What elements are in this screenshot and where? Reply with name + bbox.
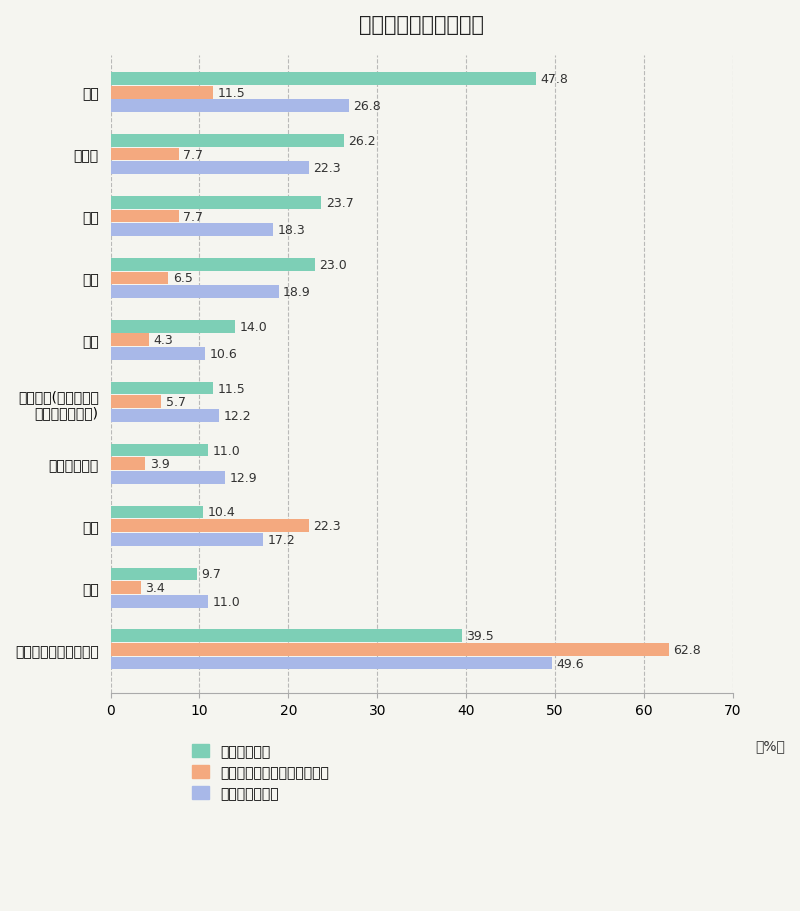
Text: 11.0: 11.0 (213, 595, 241, 608)
Bar (110, 445, 208, 457)
Text: 62.8: 62.8 (674, 643, 701, 656)
Text: 7.7: 7.7 (183, 210, 203, 223)
Bar (110, 630, 462, 642)
Text: 18.3: 18.3 (278, 224, 306, 237)
Legend: 以前から測定, コロナ対策をきっかけに測定, 今後測定したい: 以前から測定, コロナ対策をきっかけに測定, 今後測定したい (192, 744, 329, 801)
Bar (110, 73, 535, 86)
Bar (110, 135, 343, 148)
Text: 14.0: 14.0 (239, 321, 267, 333)
Bar (110, 396, 162, 409)
Bar (110, 259, 315, 271)
Bar (110, 148, 179, 161)
Text: 11.0: 11.0 (213, 444, 241, 457)
Text: 10.4: 10.4 (207, 506, 235, 519)
Text: 26.8: 26.8 (354, 100, 381, 113)
Text: 26.2: 26.2 (348, 135, 375, 148)
Bar (110, 286, 278, 299)
Text: 5.7: 5.7 (166, 396, 186, 409)
Text: 23.0: 23.0 (319, 259, 347, 271)
Text: 6.5: 6.5 (173, 272, 193, 285)
Bar (110, 458, 146, 470)
Bar (110, 533, 263, 546)
Bar (110, 643, 669, 656)
Text: 18.9: 18.9 (283, 286, 311, 299)
Bar (110, 87, 213, 99)
Text: 39.5: 39.5 (466, 630, 494, 642)
Text: 12.2: 12.2 (223, 409, 251, 423)
Bar (110, 410, 219, 423)
Text: 7.7: 7.7 (183, 148, 203, 161)
Text: 3.4: 3.4 (146, 581, 165, 594)
Bar (110, 100, 349, 113)
Text: 9.7: 9.7 (202, 568, 221, 581)
Bar (110, 568, 197, 580)
Bar (110, 334, 149, 347)
Bar (110, 210, 179, 223)
Text: 11.5: 11.5 (218, 383, 245, 395)
Bar (110, 162, 309, 175)
Bar (110, 519, 309, 532)
Text: 4.3: 4.3 (154, 334, 173, 347)
Text: （%）: （%） (755, 739, 785, 752)
Bar (110, 383, 213, 395)
Text: 22.3: 22.3 (314, 519, 341, 533)
Title: 健康関連データの測定: 健康関連データの測定 (359, 15, 484, 35)
Bar (110, 272, 168, 285)
Text: 47.8: 47.8 (540, 73, 568, 86)
Bar (110, 581, 141, 594)
Text: 12.9: 12.9 (230, 471, 258, 485)
Text: 11.5: 11.5 (218, 87, 245, 99)
Text: 49.6: 49.6 (556, 657, 584, 670)
Bar (110, 595, 208, 608)
Text: 17.2: 17.2 (268, 533, 296, 546)
Bar (110, 472, 226, 484)
Bar (110, 197, 322, 210)
Text: 10.6: 10.6 (210, 348, 237, 361)
Bar (110, 657, 551, 670)
Text: 22.3: 22.3 (314, 162, 341, 175)
Bar (110, 348, 205, 361)
Text: 3.9: 3.9 (150, 457, 170, 471)
Bar (110, 507, 203, 518)
Bar (110, 224, 274, 237)
Bar (110, 321, 235, 333)
Text: 23.7: 23.7 (326, 197, 354, 210)
